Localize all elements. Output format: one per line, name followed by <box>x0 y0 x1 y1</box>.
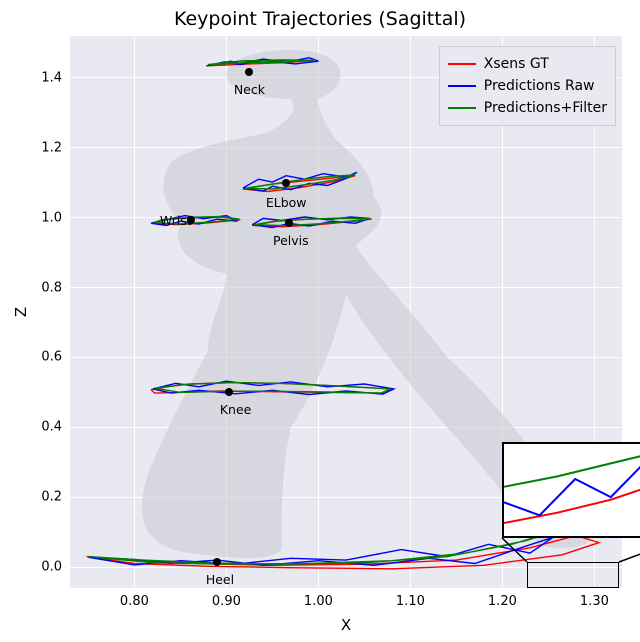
y-axis-label: Z <box>12 307 30 317</box>
legend-swatch <box>448 63 476 65</box>
ytick-label: 1.2 <box>22 140 62 155</box>
legend-label: Predictions+Filter <box>484 100 607 116</box>
x-axis-label: X <box>341 616 351 634</box>
legend-label: Predictions Raw <box>484 78 595 94</box>
xtick-label: 1.00 <box>304 594 333 609</box>
legend-swatch <box>448 85 476 87</box>
xtick-label: 0.90 <box>212 594 241 609</box>
legend-item: Predictions Raw <box>448 75 607 97</box>
ytick-label: 1.4 <box>22 70 62 85</box>
chart-title: Keypoint Trajectories (Sagittal) <box>0 8 640 30</box>
ytick-label: 0.6 <box>22 350 62 365</box>
inset-connector-line <box>502 538 527 562</box>
xtick-label: 0.80 <box>120 594 149 609</box>
legend-label: Xsens GT <box>484 56 549 72</box>
figure: Keypoint Trajectories (Sagittal) NeckELb… <box>0 0 640 642</box>
ytick-label: 0.8 <box>22 280 62 295</box>
ytick-label: 1.0 <box>22 210 62 225</box>
inset-connector-line <box>619 538 640 562</box>
legend-item: Xsens GT <box>448 53 607 75</box>
xtick-label: 1.10 <box>396 594 425 609</box>
legend-swatch <box>448 107 476 109</box>
xtick-label: 1.20 <box>488 594 517 609</box>
legend: Xsens GT Predictions Raw Predictions+Filte… <box>439 46 616 126</box>
ytick-label: 0.0 <box>22 560 62 575</box>
xtick-label: 1.30 <box>580 594 609 609</box>
legend-item: Predictions+Filter <box>448 97 607 119</box>
ytick-label: 0.4 <box>22 420 62 435</box>
ytick-label: 0.2 <box>22 490 62 505</box>
